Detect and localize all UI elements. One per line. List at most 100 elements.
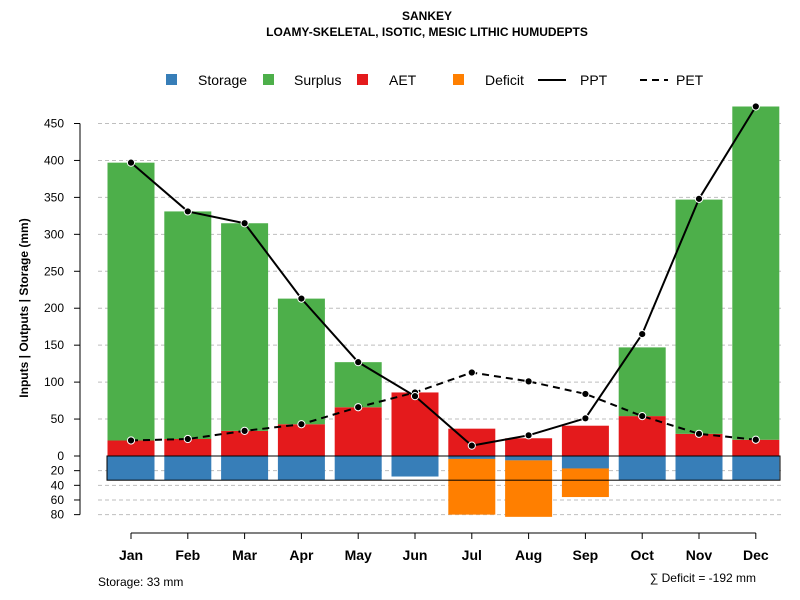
x-tick-label-mar: Mar bbox=[232, 547, 257, 563]
x-tick-label-oct: Oct bbox=[631, 547, 655, 563]
ppt-point bbox=[410, 392, 420, 401]
pet-point bbox=[581, 389, 590, 399]
y-tick-label: 300 bbox=[44, 227, 64, 241]
aet-bar bbox=[221, 430, 269, 456]
ppt-point bbox=[751, 102, 760, 111]
y-axis-label: Inputs | Outputs | Storage (mm) bbox=[17, 218, 31, 397]
x-tick-label-nov: Nov bbox=[686, 547, 713, 563]
ppt-point bbox=[240, 219, 249, 228]
storage-bar bbox=[561, 456, 609, 469]
aet-bar bbox=[107, 440, 155, 456]
chart-title: SANKEY bbox=[402, 9, 452, 23]
storage-note: Storage: 33 mm bbox=[98, 575, 183, 589]
y-tick-label: 400 bbox=[44, 153, 64, 167]
y-tick-label: 100 bbox=[44, 375, 64, 389]
deficit-bar bbox=[561, 468, 609, 498]
y-tick-label: 200 bbox=[44, 301, 64, 315]
pet-point bbox=[354, 403, 363, 412]
pet-point bbox=[751, 435, 760, 444]
legend-swatch-deficit bbox=[453, 74, 464, 85]
pet-point bbox=[467, 368, 476, 377]
pet-point bbox=[240, 426, 249, 435]
surplus-bar bbox=[732, 106, 780, 440]
deficit-bar bbox=[505, 460, 553, 517]
legend-label-deficit: Deficit bbox=[485, 72, 524, 88]
y-tick-label: 40 bbox=[51, 478, 65, 492]
ppt-point bbox=[524, 431, 533, 440]
aet-bar bbox=[391, 392, 439, 456]
x-tick-label-jan: Jan bbox=[119, 547, 143, 563]
storage-capacity-frame bbox=[106, 455, 781, 481]
x-tick-label-feb: Feb bbox=[175, 547, 200, 563]
y-tick-label: 60 bbox=[51, 493, 65, 507]
x-tick-label-may: May bbox=[345, 547, 372, 563]
y-tick-label: 450 bbox=[44, 116, 64, 130]
legend-label-pet: PET bbox=[676, 72, 704, 88]
y-tick-label: 0 bbox=[57, 449, 64, 463]
pet-point bbox=[183, 434, 192, 444]
legend-swatch-storage bbox=[166, 74, 177, 85]
bars bbox=[106, 106, 781, 517]
pet-point bbox=[638, 411, 647, 421]
ppt-point bbox=[126, 158, 136, 167]
storage-bar bbox=[391, 456, 439, 477]
surplus-bar bbox=[675, 199, 723, 434]
deficit-note: ∑ Deficit = -192 mm bbox=[650, 571, 756, 585]
ppt-line bbox=[130, 105, 757, 447]
aet-bar bbox=[277, 424, 325, 456]
legend-label-ppt: PPT bbox=[580, 72, 608, 88]
storage-bar bbox=[732, 456, 780, 481]
y-tick-label: 50 bbox=[51, 412, 65, 426]
aet-bar bbox=[675, 433, 723, 456]
legend-swatch-aet bbox=[357, 74, 368, 85]
ppt-point bbox=[354, 358, 363, 367]
surplus-bar bbox=[277, 298, 325, 425]
aet-bar bbox=[618, 416, 666, 456]
ppt-point bbox=[581, 414, 590, 423]
ppt-point bbox=[183, 207, 192, 216]
y-tick-label: 20 bbox=[51, 464, 65, 478]
aet-bar bbox=[505, 438, 553, 456]
aet-bar bbox=[561, 425, 609, 456]
aet-bar bbox=[164, 439, 212, 456]
pet-point bbox=[524, 377, 533, 386]
surplus-bar bbox=[164, 211, 212, 440]
y-tick-label: 80 bbox=[51, 508, 65, 522]
y-tick-label: 350 bbox=[44, 190, 64, 204]
storage-bar bbox=[505, 456, 553, 461]
storage-bar bbox=[164, 456, 212, 481]
x-tick-label-jul: Jul bbox=[462, 547, 482, 563]
storage-bar bbox=[334, 456, 382, 481]
surplus-bar bbox=[221, 223, 269, 431]
storage-bar bbox=[277, 456, 325, 481]
x-tick-label-dec: Dec bbox=[743, 547, 769, 563]
pet-point bbox=[694, 429, 704, 438]
x-tick-label-aug: Aug bbox=[515, 547, 542, 563]
x-tick-label-apr: Apr bbox=[289, 547, 314, 563]
chart-subtitle: LOAMY-SKELETAL, ISOTIC, MESIC LITHIC HUM… bbox=[266, 25, 588, 39]
storage-bar bbox=[107, 456, 155, 481]
x-tick-label-jun: Jun bbox=[403, 547, 428, 563]
aet-bar bbox=[334, 407, 382, 456]
legend-label-aet: AET bbox=[389, 72, 417, 88]
pet-point bbox=[126, 436, 136, 445]
pet-point bbox=[297, 420, 306, 429]
deficit-bar bbox=[448, 458, 496, 515]
storage-bar bbox=[618, 456, 666, 481]
legend-swatch-surplus bbox=[263, 74, 274, 85]
y-tick-label: 250 bbox=[44, 264, 64, 278]
storage-bar bbox=[675, 456, 723, 481]
storage-bar bbox=[448, 456, 496, 459]
surplus-bar bbox=[334, 362, 382, 408]
series-lines bbox=[126, 102, 760, 450]
legend: Storage Surplus AET Deficit PPT PET bbox=[166, 72, 704, 88]
surplus-bar bbox=[107, 162, 155, 441]
ppt-point bbox=[638, 329, 647, 339]
ppt-point bbox=[297, 294, 306, 303]
legend-label-storage: Storage bbox=[198, 72, 247, 88]
y-tick-label: 150 bbox=[44, 338, 64, 352]
ppt-point bbox=[467, 441, 476, 450]
ppt-point bbox=[694, 194, 704, 203]
